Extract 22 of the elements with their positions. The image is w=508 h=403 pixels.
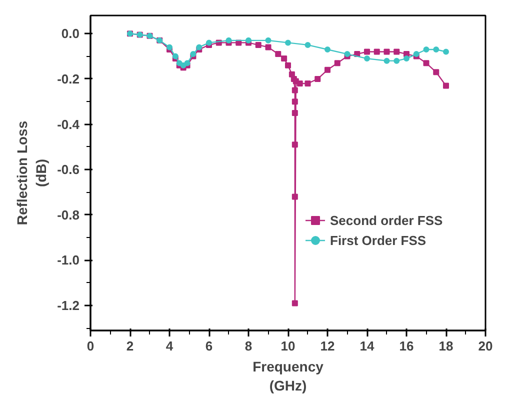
legend-label: First Order FSS <box>330 232 426 248</box>
legend-label: Second order FSS <box>330 212 443 228</box>
x-tick-label: 10 <box>280 338 296 354</box>
x-tick-label: 0 <box>86 338 94 354</box>
y-tick-label: -0.6 <box>57 162 80 178</box>
x-axis-title: Frequency (GHz) <box>252 358 324 394</box>
y-tick-label: -1.2 <box>57 298 80 314</box>
x-tick-label: 4 <box>166 338 174 354</box>
x-tick-label: 8 <box>244 338 252 354</box>
y-tick-label: -0.4 <box>57 116 80 132</box>
x-tick-label: 18 <box>438 338 454 354</box>
x-tick-label: 2 <box>126 338 134 354</box>
y-tick-label: -1.0 <box>57 252 80 268</box>
x-tick-label: 20 <box>478 338 493 354</box>
y-tick-label: -0.2 <box>57 71 80 86</box>
y-axis-title: Reflection Loss (dB) <box>14 120 50 226</box>
x-tick-label: 12 <box>320 338 335 354</box>
x-tick-label: 6 <box>205 338 213 354</box>
x-tick-label: 14 <box>360 338 375 354</box>
x-tick-label: 16 <box>399 338 414 354</box>
y-tick-label: -0.8 <box>57 207 80 222</box>
y-tick-label: 0.0 <box>61 26 80 42</box>
